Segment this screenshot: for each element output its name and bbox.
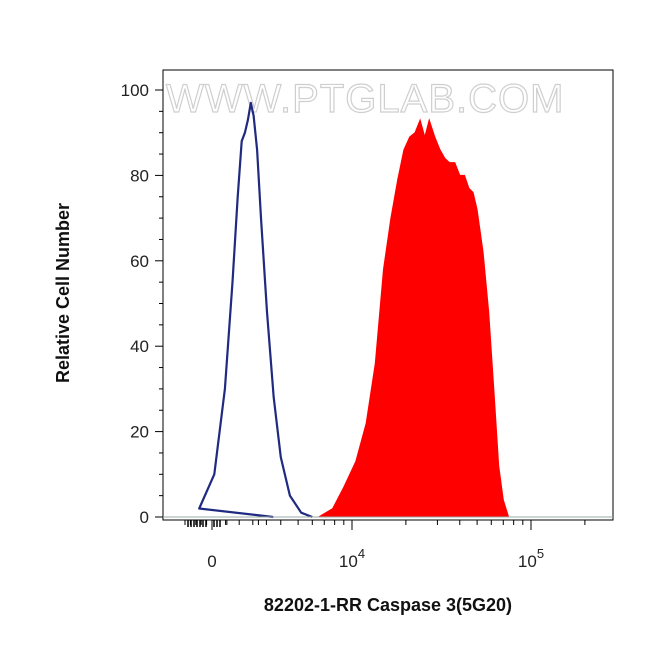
y-tick-label: 60 [130, 252, 149, 271]
x-axis-title: 82202-1-RR Caspase 3(5G20) [264, 595, 512, 615]
x-tick-label-1e4: 104 [339, 546, 365, 571]
x-tick-label-1e5: 105 [518, 546, 544, 571]
y-axis: 0 20 40 60 80 100 [121, 81, 163, 527]
x-tick-label-0: 0 [207, 552, 216, 571]
x-axis [184, 520, 586, 530]
watermark-text: WWW.PTGLAB.COM [166, 77, 564, 121]
y-tick-label: 80 [130, 166, 149, 185]
y-tick-label: 100 [121, 81, 149, 100]
histogram-filled-series [316, 118, 510, 518]
y-tick-label: 20 [130, 423, 149, 442]
series-layer [163, 101, 613, 519]
histogram-outline-series [198, 101, 313, 519]
y-tick-label: 0 [140, 508, 149, 527]
y-axis-title: Relative Cell Number [53, 203, 73, 383]
y-tick-label: 40 [130, 337, 149, 356]
